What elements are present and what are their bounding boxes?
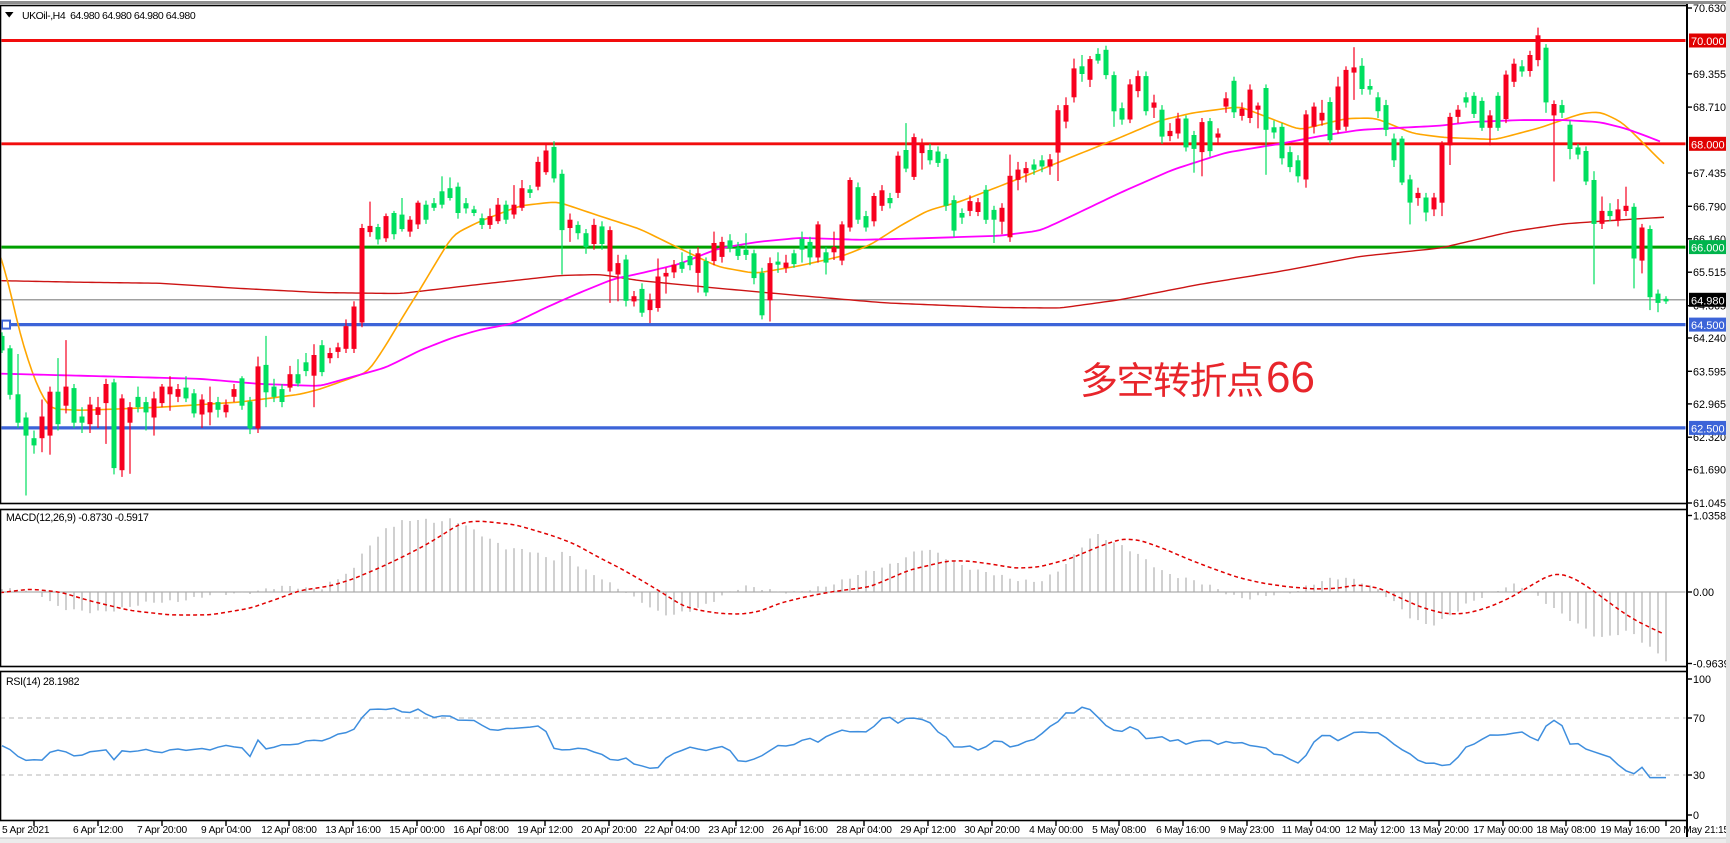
svg-text:30: 30	[1693, 770, 1705, 782]
svg-text:62.500: 62.500	[1691, 423, 1725, 435]
svg-text:19 May 16:00: 19 May 16:00	[1600, 825, 1660, 836]
svg-text:28 Apr 04:00: 28 Apr 04:00	[836, 825, 892, 836]
svg-text:RSI(14) 28.1982: RSI(14) 28.1982	[6, 676, 80, 688]
svg-text:17 May 00:00: 17 May 00:00	[1473, 825, 1533, 836]
svg-text:70.000: 70.000	[1691, 36, 1725, 48]
svg-text:12 Apr 08:00: 12 Apr 08:00	[261, 825, 317, 836]
svg-text:1.0358: 1.0358	[1693, 511, 1726, 523]
svg-text:61.045: 61.045	[1693, 498, 1726, 510]
svg-text:0: 0	[1693, 810, 1699, 822]
svg-text:66.000: 66.000	[1691, 243, 1725, 255]
svg-text:64.240: 64.240	[1693, 333, 1726, 345]
svg-text:15 Apr 00:00: 15 Apr 00:00	[389, 825, 445, 836]
svg-text:62.965: 62.965	[1693, 399, 1726, 411]
svg-text:6 Apr 12:00: 6 Apr 12:00	[73, 825, 123, 836]
svg-text:9 Apr 04:00: 9 Apr 04:00	[201, 825, 251, 836]
svg-text:MACD(12,26,9) -0.8730 -0.5917: MACD(12,26,9) -0.8730 -0.5917	[6, 512, 149, 524]
svg-text:63.595: 63.595	[1693, 366, 1726, 378]
svg-text:70.630: 70.630	[1693, 3, 1726, 15]
svg-text:67.435: 67.435	[1693, 168, 1726, 180]
svg-text:70: 70	[1693, 713, 1705, 725]
svg-text:11 May 04:00: 11 May 04:00	[1282, 825, 1341, 836]
svg-text:5 May 08:00: 5 May 08:00	[1092, 825, 1146, 836]
svg-text:7 Apr 20:00: 7 Apr 20:00	[137, 825, 187, 836]
svg-text:61.690: 61.690	[1693, 465, 1726, 477]
svg-text:29 Apr 12:00: 29 Apr 12:00	[900, 825, 956, 836]
svg-text:9 May 23:00: 9 May 23:00	[1220, 825, 1274, 836]
svg-text:16 Apr 08:00: 16 Apr 08:00	[453, 825, 509, 836]
svg-text:65.515: 65.515	[1693, 267, 1726, 279]
svg-text:66.790: 66.790	[1693, 201, 1726, 213]
svg-text:26 Apr 16:00: 26 Apr 16:00	[772, 825, 828, 836]
svg-text:UKOil-,H4 64.980 64.980 64.98: UKOil-,H4 64.980 64.980 64.980 64.980	[22, 10, 196, 22]
svg-text:23 Apr 12:00: 23 Apr 12:00	[708, 825, 764, 836]
svg-text:64.980: 64.980	[1691, 295, 1725, 307]
svg-text:22 Apr 04:00: 22 Apr 04:00	[644, 825, 700, 836]
svg-text:4 May 00:00: 4 May 00:00	[1029, 825, 1083, 836]
svg-text:20 Apr 20:00: 20 Apr 20:00	[581, 825, 637, 836]
svg-text:64.500: 64.500	[1691, 320, 1725, 332]
svg-text:69.355: 69.355	[1693, 69, 1726, 81]
svg-text:5 Apr 2021: 5 Apr 2021	[2, 825, 50, 836]
svg-text:12 May 12:00: 12 May 12:00	[1345, 825, 1405, 836]
svg-text:13 Apr 16:00: 13 Apr 16:00	[325, 825, 381, 836]
svg-text:6 May 16:00: 6 May 16:00	[1156, 825, 1210, 836]
svg-text:20 May 21:15: 20 May 21:15	[1670, 825, 1730, 836]
svg-text:19 Apr 12:00: 19 Apr 12:00	[517, 825, 573, 836]
svg-text:18 May 08:00: 18 May 08:00	[1536, 825, 1596, 836]
svg-text:13 May 20:00: 13 May 20:00	[1409, 825, 1469, 836]
svg-text:30 Apr 20:00: 30 Apr 20:00	[964, 825, 1020, 836]
svg-text:62.320: 62.320	[1693, 432, 1726, 444]
svg-text:-0.9639: -0.9639	[1693, 659, 1730, 671]
svg-text:100: 100	[1693, 674, 1711, 686]
svg-text:0.00: 0.00	[1693, 587, 1714, 599]
svg-text:68.000: 68.000	[1691, 139, 1725, 151]
svg-text:66: 66	[1266, 353, 1315, 402]
svg-text:68.710: 68.710	[1693, 102, 1726, 114]
